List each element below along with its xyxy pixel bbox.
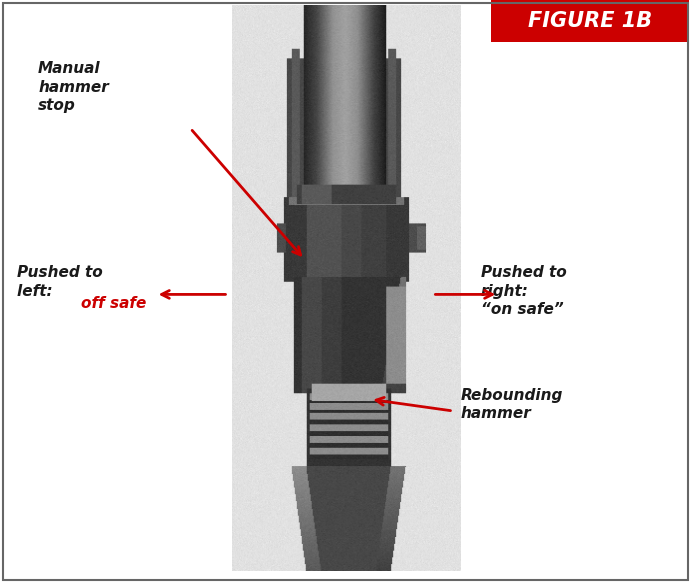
Text: FIGURE 1B: FIGURE 1B — [527, 11, 652, 31]
Text: Manual
hammer
stop: Manual hammer stop — [38, 61, 109, 114]
Text: Rebounding
hammer: Rebounding hammer — [460, 388, 563, 422]
Text: Pushed to
left:: Pushed to left: — [17, 265, 103, 299]
Text: Pushed to
right:
“on safe”: Pushed to right: “on safe” — [481, 265, 567, 318]
Text: off safe: off safe — [81, 296, 146, 311]
Bar — [491, 0, 689, 42]
